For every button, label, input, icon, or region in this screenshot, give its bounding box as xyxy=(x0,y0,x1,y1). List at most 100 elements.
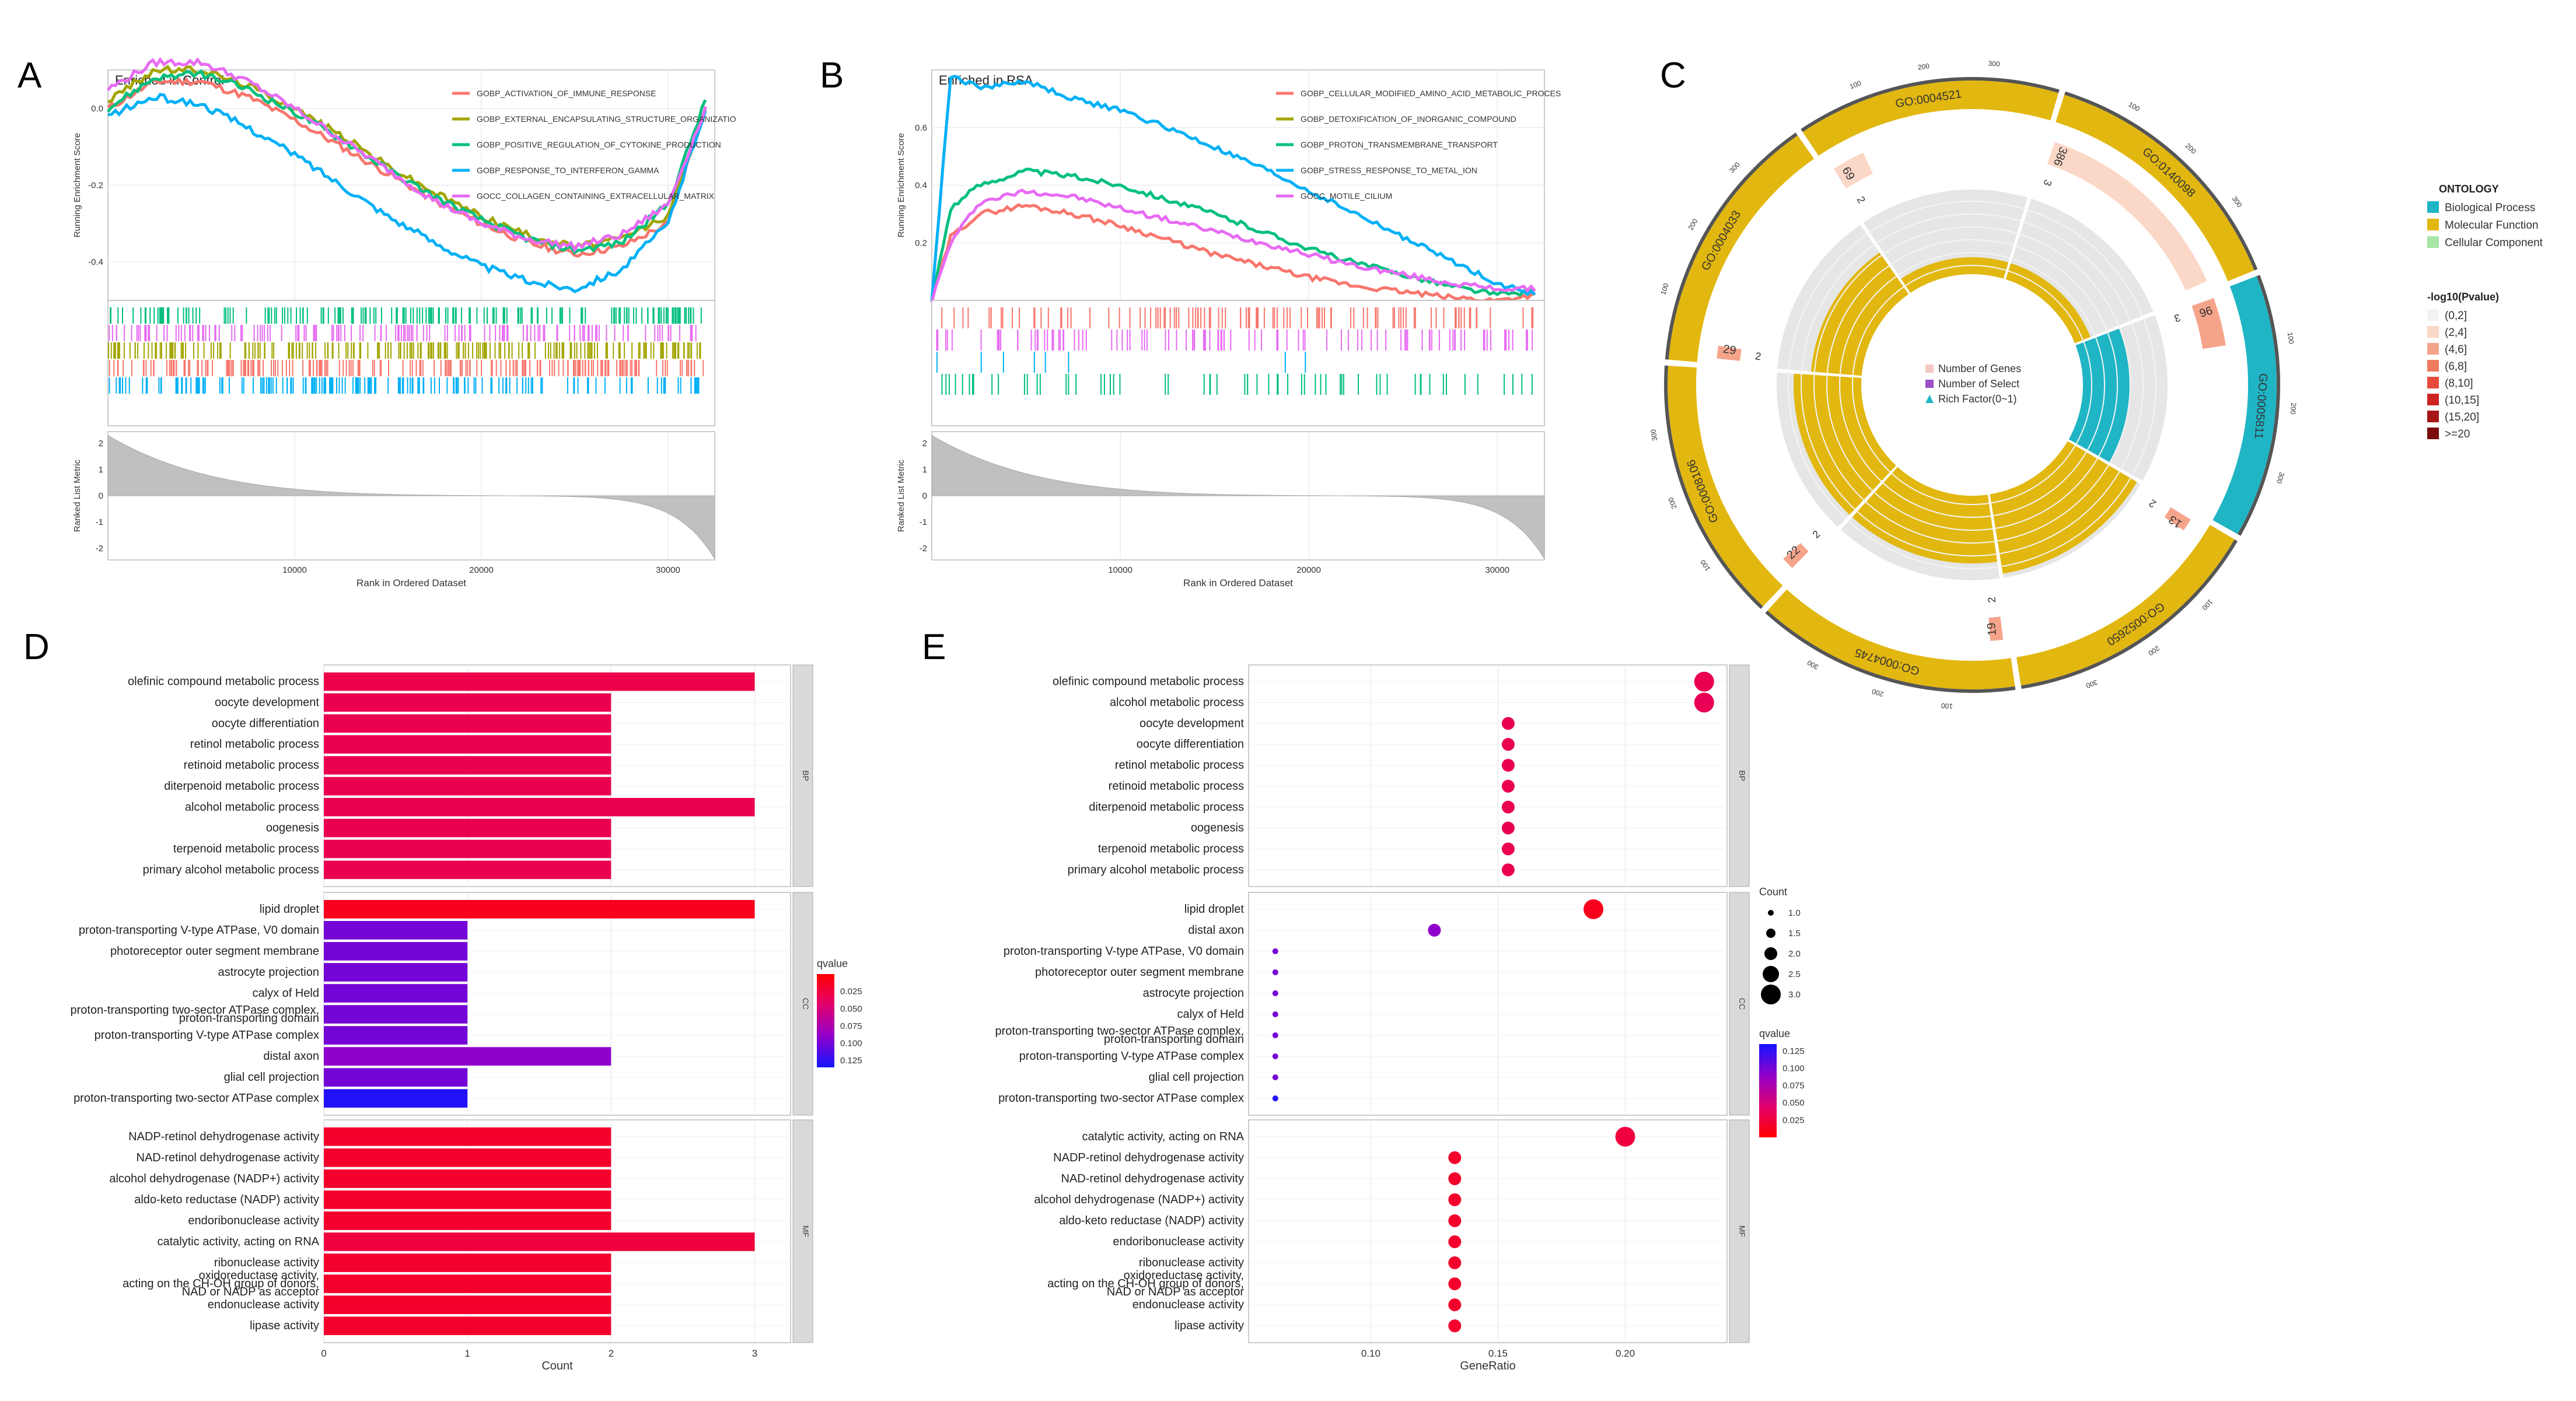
colorbar xyxy=(1759,1044,1777,1137)
metric-y-tick-label: -1 xyxy=(920,517,927,527)
category-label: aldo-keto reductase (NADP) activity xyxy=(134,1193,319,1206)
dot xyxy=(1501,821,1515,835)
category-label: lipase activity xyxy=(250,1319,319,1332)
ring-tick-label: 100 xyxy=(1941,702,1953,711)
dot xyxy=(1501,759,1515,772)
rich-factor-grid-ring xyxy=(1839,252,2105,518)
x-axis-label: Count xyxy=(541,1360,573,1372)
metric-y-axis-label: Ranked List Metric xyxy=(72,459,82,532)
category-label: photoreceptor outer segment membrane xyxy=(110,945,319,958)
bar xyxy=(324,1169,611,1188)
ring-tick-label: 100 xyxy=(2200,598,2214,612)
facet-strip-label: MF xyxy=(801,1225,810,1237)
ring-tick-label: 200 xyxy=(1686,217,1699,232)
es-y-tick-label: 0.4 xyxy=(915,181,927,191)
metric-y-tick-label: 2 xyxy=(922,439,927,449)
facet-strip xyxy=(792,892,813,1116)
gene-count-bar xyxy=(1988,617,2004,641)
metric-area xyxy=(931,435,1545,560)
category-label: alcohol dehydrogenase (NADP+) activity xyxy=(109,1172,319,1185)
pvalue-legend-label: (2,4] xyxy=(2445,327,2467,339)
category-label: proton-transporting two-sector ATPase co… xyxy=(71,1004,319,1017)
outer-ring-tick-band xyxy=(1801,77,2060,132)
es-curve-2 xyxy=(107,69,707,255)
ontology-legend-key xyxy=(2427,236,2439,248)
dot xyxy=(1694,671,1714,692)
select-count-label: 2 xyxy=(1855,194,1868,205)
select-count-label: 2 xyxy=(1754,350,1762,362)
bar xyxy=(324,1089,468,1108)
bar xyxy=(324,756,611,775)
gene-count-bar xyxy=(2047,142,2207,291)
category-label: retinol metabolic process xyxy=(1115,759,1244,772)
bar xyxy=(324,1190,611,1209)
ontology-legend-label: Cellular Component xyxy=(2445,237,2543,249)
es-legend-label: GOCC_COLLAGEN_CONTAINING_EXTRACELLULAR_M… xyxy=(477,191,715,201)
category-label: alcohol metabolic process xyxy=(1110,696,1244,709)
pvalue-legend-key xyxy=(2427,394,2439,405)
bar xyxy=(324,1232,755,1251)
category-label: endoribonuclease activity xyxy=(1113,1235,1244,1248)
size-legend-label: 1.5 xyxy=(1788,929,1801,938)
es-curve-4 xyxy=(107,57,707,253)
category-label: primary alcohol metabolic process xyxy=(143,863,319,876)
ring-tick-label: 200 xyxy=(2147,644,2161,657)
bar xyxy=(324,714,611,733)
pvalue-legend-label: (15,20] xyxy=(2445,411,2479,423)
dot xyxy=(1272,1053,1278,1060)
pvalue-legend-key xyxy=(2427,360,2439,372)
gene-count-bar xyxy=(1783,542,1809,568)
ring-tick-label: 300 xyxy=(2231,195,2244,209)
x-tick-label: 0 xyxy=(321,1348,326,1359)
category-label: distal axon xyxy=(1188,924,1244,937)
metric-y-tick-label: 1 xyxy=(99,465,103,475)
es-curve-3 xyxy=(107,93,707,293)
colorbar-tick-label: 0.050 xyxy=(1782,1098,1805,1108)
colorbar-tick-label: 0.075 xyxy=(1782,1081,1805,1091)
colorbar-tick-label: 0.125 xyxy=(1782,1046,1805,1056)
ring-tick-label: 100 xyxy=(2286,332,2296,345)
x-tick-label: 30000 xyxy=(656,565,680,575)
dot xyxy=(1272,948,1278,954)
bar xyxy=(324,1274,611,1293)
category-label: calyx of Held xyxy=(253,987,320,1000)
center-disc xyxy=(1862,275,2082,495)
metric-y-tick-label: 0 xyxy=(99,491,103,501)
x-axis-label: Rank in Ordered Dataset xyxy=(1183,577,1293,589)
category-label: acting on the CH-OH group of donors, xyxy=(1047,1277,1244,1290)
gene-count-bar xyxy=(1833,152,1874,189)
facet-strip-label: CC xyxy=(1738,998,1747,1010)
pvalue-legend-label: (10,15] xyxy=(2445,394,2479,407)
panel-e-go-dotplot: BP olefinic compound metabolic process alc… xyxy=(995,664,1805,1372)
colorbar-tick-label: 0.075 xyxy=(840,1021,862,1031)
ontology-legend-title: ONTOLOGY xyxy=(2439,183,2499,195)
category-label: terpenoid metabolic process xyxy=(1098,842,1244,855)
category-label: proton-transporting two-sector ATPase co… xyxy=(995,1025,1244,1038)
category-label: oogenesis xyxy=(1191,822,1244,835)
colorbar-tick-label: 0.125 xyxy=(840,1056,862,1066)
pvalue-legend-label: (6,8] xyxy=(2445,360,2467,373)
select-count-label: 3 xyxy=(2041,178,2054,187)
rich-factor-grid-ring xyxy=(1826,239,2118,531)
es-legend-label: GOBP_EXTERNAL_ENCAPSULATING_STRUCTURE_OR… xyxy=(477,114,736,124)
rich-factor-grid-ring xyxy=(1852,265,2092,505)
x-tick-label: 30000 xyxy=(1485,565,1509,575)
category-label: lipase activity xyxy=(1175,1319,1244,1332)
es-y-axis-label: Running Enrichment Score xyxy=(896,133,906,237)
facet-strip xyxy=(1729,892,1750,1116)
gene-count-bar xyxy=(2164,507,2191,531)
x-tick-label: 2 xyxy=(609,1348,614,1359)
dot xyxy=(1272,1011,1278,1018)
x-tick-label: 0.10 xyxy=(1361,1348,1380,1359)
category-label: oocyte development xyxy=(215,696,319,709)
category-label: ribonuclease activity xyxy=(214,1256,319,1269)
dot xyxy=(1501,717,1515,730)
panel-label-d: D xyxy=(23,627,50,667)
category-label: oocyte differentiation xyxy=(212,717,319,730)
bar xyxy=(324,672,755,691)
es-y-axis-label: Running Enrichment Score xyxy=(72,133,82,237)
ring-tick-label: 200 xyxy=(1666,496,1678,510)
